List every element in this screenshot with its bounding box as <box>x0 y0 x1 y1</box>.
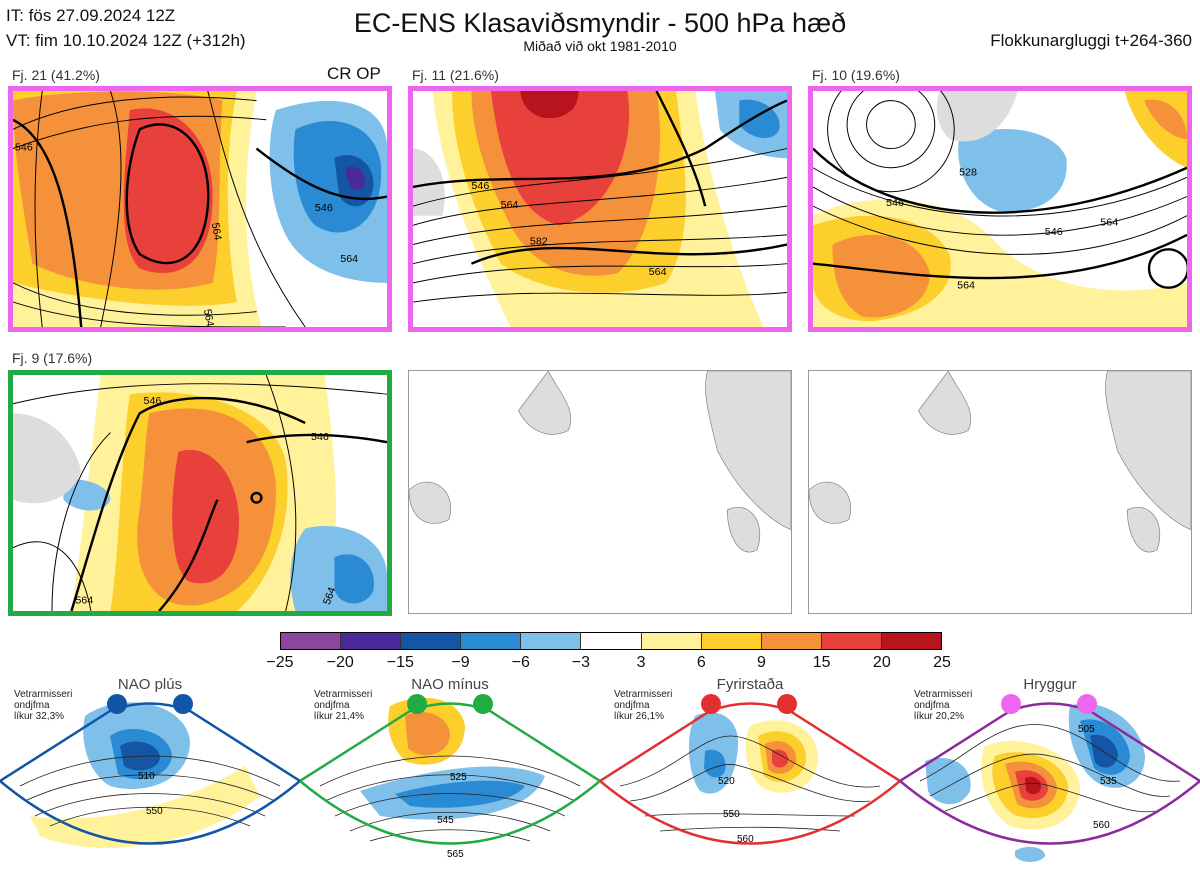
regime-marker <box>1001 694 1021 714</box>
panel-label: Fj. 10 (19.6%) <box>812 67 900 83</box>
contour-label: 528 <box>959 166 977 178</box>
init-time: IT: fös 27.09.2024 12Z <box>6 6 176 25</box>
regime-marker <box>173 694 193 714</box>
regime-marker <box>701 694 721 714</box>
colorbar-swatch <box>701 633 762 649</box>
contour-label: 520 <box>718 776 735 787</box>
colorbar-swatches <box>280 632 942 650</box>
regime-note: Vetrarmisseri ondjfma líkur 20,2% <box>914 689 973 722</box>
contour-label: 560 <box>737 834 754 845</box>
contour-label: 564 <box>321 586 339 607</box>
contour-label: 564 <box>209 222 224 241</box>
regime-marker <box>1077 694 1097 714</box>
colorbar-swatch <box>881 633 942 649</box>
contour-label: 546 <box>1045 226 1063 238</box>
regime-title: Hryggur <box>1023 676 1077 693</box>
colorbar-swatch <box>461 633 522 649</box>
colorbar-swatch <box>401 633 462 649</box>
colorbar-tick-label: −20 <box>326 654 354 671</box>
contour-label: 564 <box>340 253 358 265</box>
contour-label: 505 <box>1078 724 1095 735</box>
regime-title: NAO mínus <box>411 676 489 693</box>
contour-label: 546 <box>886 197 904 209</box>
cluster-map: 528 546 546 564 564 <box>808 86 1192 332</box>
cluster-map: 546 546 564 564 <box>8 370 392 616</box>
contour-label: 546 <box>311 431 329 443</box>
colorbar-swatch <box>821 633 882 649</box>
contour-label: 582 <box>530 236 548 248</box>
panel-label: Fj. 11 (21.6%) <box>412 67 499 83</box>
colorbar-swatch <box>521 633 582 649</box>
empty-map <box>408 370 792 614</box>
valid-time: VT: fim 10.10.2024 12Z (+312h) <box>6 31 246 50</box>
page-subtitle: Miðað við okt 1981-2010 <box>523 38 677 54</box>
regime-marker <box>777 694 797 714</box>
contour-label: 535 <box>1100 776 1117 787</box>
colorbar-swatch <box>761 633 822 649</box>
contour-label: 546 <box>144 395 162 407</box>
regime-nao-plus: 510 550 NAO plús Vetrarmisseri ondjfma l… <box>0 676 300 871</box>
contour-label: 564 <box>75 594 93 606</box>
colorbar-swatch <box>341 633 402 649</box>
regime-nao-minus: 525 545 565 NAO mínus Vetrarmisseri ondj… <box>300 676 600 871</box>
contour-label: 550 <box>146 806 163 817</box>
colorbar: −25 −20 −15 −9 −6 −3 3 6 9 15 20 25 <box>266 632 951 672</box>
contour-label: 546 <box>15 142 33 154</box>
regime-note: Vetrarmisseri ondjfma líkur 21,4% <box>314 689 373 722</box>
contour-label: 565 <box>447 849 464 860</box>
contour-label: 560 <box>1093 820 1110 831</box>
cluster-map: 564 546 564 546 564 <box>8 86 392 332</box>
colorbar-tick-label: −6 <box>511 654 530 671</box>
panel-label: Fj. 21 (41.2%) <box>12 67 100 83</box>
regime-blocking: 520 550 560 Fyrirstaða Vetrarmisseri ond… <box>600 676 900 871</box>
colorbar-tick-label: −15 <box>386 654 414 671</box>
colorbar-tick-label: 3 <box>636 654 646 671</box>
regime-note: Vetrarmisseri ondjfma líkur 26,1% <box>614 689 673 722</box>
colorbar-tick-label: 25 <box>933 654 951 671</box>
contour-label: 550 <box>723 809 740 820</box>
regime-title: NAO plús <box>117 676 183 693</box>
colorbar-swatch <box>281 633 342 649</box>
classification-window: Flokkunargluggi t+264-360 <box>990 31 1192 50</box>
colorbar-tick-label: −25 <box>266 654 294 671</box>
colorbar-tick-label: −9 <box>451 654 470 671</box>
colorbar-tick-label: 9 <box>757 654 766 671</box>
contour-label: 564 <box>201 308 216 327</box>
colorbar-swatch <box>641 633 702 649</box>
contour-label: 564 <box>1100 216 1118 228</box>
colorbar-tick-label: −3 <box>571 654 591 671</box>
cr-op-label: CR OP <box>327 64 381 83</box>
regime-note: Vetrarmisseri ondjfma líkur 32,3% <box>14 689 73 722</box>
contour-label: 545 <box>437 815 454 826</box>
page-title: EC-ENS Klasaviðsmyndir - 500 hPa hæð <box>353 8 847 38</box>
contour-label: 546 <box>471 180 489 192</box>
regime-ridge: 505 535 560 Hryggur Vetrarmisseri ondjfm… <box>900 676 1200 871</box>
contour-label: 510 <box>138 771 155 782</box>
contour-label: 564 <box>957 280 975 292</box>
regime-marker <box>107 694 127 714</box>
colorbar-tick-label: 6 <box>696 654 706 671</box>
empty-map <box>808 370 1192 614</box>
regime-marker <box>407 694 427 714</box>
contour-label: 564 <box>649 266 667 278</box>
contour-label: 564 <box>501 199 519 211</box>
colorbar-swatch <box>581 633 642 649</box>
contour-label: 525 <box>450 772 467 783</box>
regime-title: Fyrirstaða <box>716 676 784 693</box>
cluster-map: 546 564 582 564 <box>408 86 792 332</box>
colorbar-tick-label: 20 <box>872 654 891 671</box>
colorbar-tick-label: 15 <box>812 654 831 671</box>
regime-marker <box>473 694 493 714</box>
panel-label: Fj. 9 (17.6%) <box>12 350 93 366</box>
contour-label: 546 <box>315 202 333 214</box>
